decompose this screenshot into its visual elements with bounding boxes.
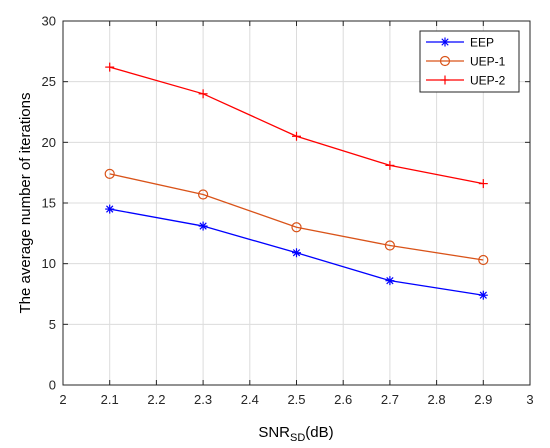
legend-label-uep-1: UEP-1 [470,55,506,69]
legend-item-uep-1: UEP-1 [426,55,506,69]
legend-item-eep: EEP [426,36,494,50]
x-tick-label: 2.9 [474,392,492,407]
series-uep-1 [104,168,489,266]
x-tick-label: 3 [526,392,533,407]
series-line-uep-1 [109,173,484,261]
data-point-uep-1 [478,254,489,266]
y-axis-title: The average number of iterations [17,93,34,314]
x-axis-title-main: SNR [258,424,290,441]
asterisk-marker-d2 [292,249,301,257]
circle-marker-shape [198,189,209,200]
x-axis-title-unit: (dB) [305,424,333,441]
legend-marker-uep-2 [440,75,450,85]
data-point-uep-1 [291,222,302,233]
asterisk-marker-d2 [199,222,207,230]
y-tick-label: 20 [42,135,56,150]
circle-marker-shape [439,55,451,67]
series-layer [104,62,489,300]
x-tick-label: 2.3 [194,392,212,407]
y-tick-label: 30 [42,14,56,29]
y-tick-label: 15 [42,196,56,211]
legend-label-uep-2: UEP-2 [470,74,506,88]
x-tick-label: 2.5 [287,392,305,407]
data-point-uep-2 [292,131,301,141]
data-point-uep-1 [104,168,115,179]
x-axis-title: SNRSD(dB) [258,424,333,444]
x-tick-labels: 2 2.1 2.2 2.3 2.4 2.5 2.6 2.7 2.8 2.9 3 [59,392,533,407]
y-tick-label: 5 [49,317,56,332]
legend-entries: EEP UEP-1 UEP-2 [426,36,506,88]
y-tick-labels: 0 5 10 15 20 25 30 [42,14,56,393]
x-tick-label: 2.1 [101,392,119,407]
asterisk-marker-d2 [479,291,487,299]
y-tick-label: 0 [49,378,56,393]
x-tick-label: 2 [59,392,66,407]
legend: EEP UEP-1 UEP-2 [419,30,520,93]
x-axis-title-sub: SD [290,432,305,444]
legend-item-uep-2: UEP-2 [426,74,506,88]
x-tick-label: 2.7 [381,392,399,407]
series-uep-2 [105,62,488,189]
data-point-uep-1 [198,189,209,200]
y-tick-label: 25 [42,74,56,89]
data-point-uep-1 [384,240,395,251]
asterisk-marker-d2 [386,276,394,285]
data-point-eep [292,248,301,258]
data-point-uep-2 [385,160,395,170]
data-point-uep-2 [478,179,488,189]
asterisk-marker-d2 [441,38,449,46]
x-tick-label: 2.4 [241,392,259,407]
asterisk-marker-d2 [106,205,114,213]
x-tick-label: 2.8 [428,392,446,407]
y-tick-label: 10 [42,256,56,271]
circle-marker-shape [384,240,395,251]
legend-marker-uep-1 [439,55,451,67]
data-point-eep [105,204,115,214]
data-point-eep [385,276,395,286]
legend-label-eep: EEP [470,36,494,50]
circle-marker-shape [291,222,302,233]
data-point-eep [478,290,488,300]
data-point-eep [198,221,208,231]
x-tick-label: 2.2 [147,392,165,407]
circle-marker-shape [104,168,115,179]
x-tick-label: 2.6 [334,392,352,407]
data-point-uep-2 [105,62,115,72]
data-point-uep-2 [198,89,208,99]
axis-ticks [62,20,531,386]
legend-marker-eep [440,37,450,47]
series-eep [105,204,488,300]
circle-marker-shape [478,254,489,266]
